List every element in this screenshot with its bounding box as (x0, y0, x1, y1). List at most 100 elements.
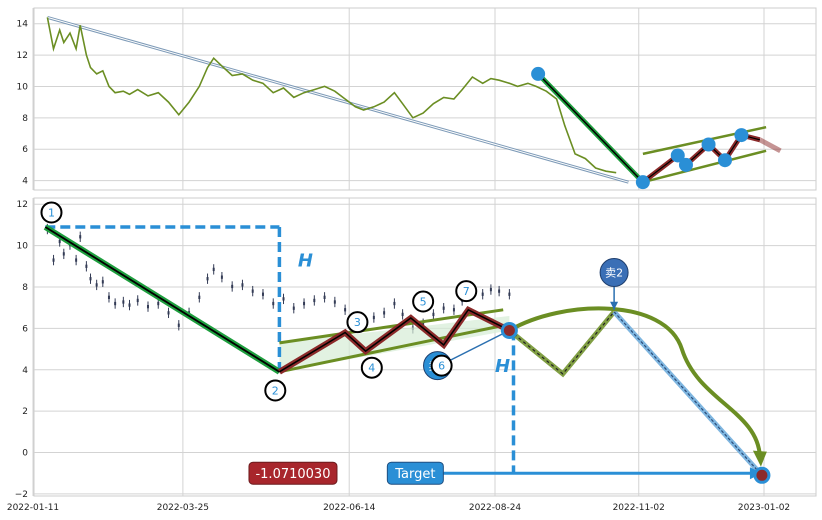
sell-line-core (613, 311, 763, 476)
candle-body (122, 300, 125, 304)
candle-body (261, 292, 264, 296)
candle-body (372, 315, 375, 320)
candle-body (146, 304, 149, 309)
top-projection (758, 137, 782, 154)
top-y-tick-label: 6 (22, 145, 28, 155)
top-channel-lower (642, 149, 767, 184)
candle-body (292, 306, 295, 310)
top-panel: 4 6 8 10 12 14 (17, 7, 817, 191)
candle-body (393, 301, 396, 306)
pattern-point-circle (346, 311, 369, 334)
candle-body (136, 298, 139, 303)
x-tick-label: 2022-01-11 (7, 503, 59, 513)
height-label: H (298, 250, 313, 271)
candle-body (75, 258, 78, 262)
candle-body (157, 301, 160, 306)
candle-body (58, 239, 61, 244)
value-box-label: -1.0710030 (255, 467, 330, 482)
top-thin-line-inner (47, 16, 629, 183)
candle-body (95, 283, 98, 287)
bottom-y-tick-label: 10 (17, 242, 29, 252)
candle-body (344, 308, 347, 312)
pattern-point-circle (264, 379, 287, 402)
projection-curve-arrowhead (752, 450, 767, 467)
x-tick-label: 2022-06-14 (323, 503, 376, 513)
candle-body (282, 297, 285, 301)
bottom-y-tick-label: 2 (22, 407, 28, 417)
value-box (248, 461, 338, 485)
bottom-y-tick-label: 0 (22, 449, 28, 459)
candle-body (177, 323, 180, 327)
candle-body (452, 308, 455, 312)
candle-body (333, 300, 336, 304)
pattern-point-label: 2 (272, 384, 279, 397)
candle-body (422, 322, 425, 326)
top-pivot-dot (701, 137, 716, 152)
pattern-point-label: 5 (420, 295, 427, 308)
top-y-tick-label: 12 (17, 51, 28, 61)
entry-marker (500, 321, 518, 339)
top-pivot-dot (678, 157, 693, 172)
bottom-y-tick-label: 4 (22, 366, 28, 376)
bottom-y-tick-label: 8 (22, 283, 28, 293)
candle-body (241, 283, 244, 287)
candle-body (498, 289, 501, 293)
sell2-label: 卖2 (605, 267, 623, 280)
pattern-point-circle (40, 201, 63, 224)
candle-body (481, 292, 484, 296)
pattern-point-circle (360, 356, 383, 379)
candle-body (79, 235, 82, 239)
top-down-leg-core (537, 73, 644, 183)
candle-body (89, 277, 92, 281)
candle-body (198, 295, 201, 299)
bottom-plot-area (33, 197, 817, 497)
candle-body (52, 258, 55, 262)
bottom-y-tick-label: −2 (15, 490, 28, 500)
candle-body (101, 280, 104, 284)
top-y-tick-label: 8 (22, 114, 28, 124)
zigzag-core (279, 308, 510, 373)
candle-body (489, 287, 492, 292)
projection-zigzag-core (509, 311, 615, 375)
height-label: H (495, 356, 510, 377)
pattern-point-circle (412, 290, 435, 313)
projection-curve (508, 306, 762, 457)
top-y-tick-label: 14 (17, 20, 29, 30)
candle-body (107, 295, 110, 299)
pattern-point-circle (455, 280, 478, 303)
candle-body (401, 312, 404, 317)
candle-body (323, 295, 326, 299)
pattern-point-label: 3 (354, 316, 361, 329)
candle-body (251, 289, 254, 293)
candle-body (303, 301, 306, 306)
channel-lower (279, 322, 510, 374)
top-y-tick-label: 4 (22, 177, 28, 187)
candle-body (231, 284, 234, 289)
sell2-marker (599, 258, 629, 287)
candle-body (62, 252, 65, 256)
candle-body (432, 312, 435, 317)
candle-body (206, 277, 209, 281)
x-tick-label: 2022-08-24 (469, 503, 522, 513)
target-box (386, 461, 444, 485)
pattern-point-label: 6 (438, 360, 445, 373)
pattern-point-label: 7 (463, 285, 470, 298)
top-plot-area (33, 7, 817, 191)
candle-body (212, 267, 215, 272)
top-pivot-dot (670, 148, 685, 163)
candle-body (272, 301, 275, 306)
top-y-tick-label: 10 (17, 82, 29, 92)
top-pivot-dot (635, 175, 650, 190)
bottom-y-tick-label: 6 (22, 324, 28, 334)
candle-body (128, 303, 131, 307)
down-leg-core (44, 226, 280, 373)
candle-body (508, 292, 511, 296)
pattern-point-circle (430, 354, 453, 377)
candle-body (114, 301, 117, 306)
bottom-y-tick-label: 12 (17, 200, 28, 210)
top-pivot-dot (734, 128, 749, 143)
target-box-label: Target (394, 467, 435, 482)
x-tick-label: 2023-01-02 (738, 503, 790, 513)
candle-body (383, 311, 386, 315)
